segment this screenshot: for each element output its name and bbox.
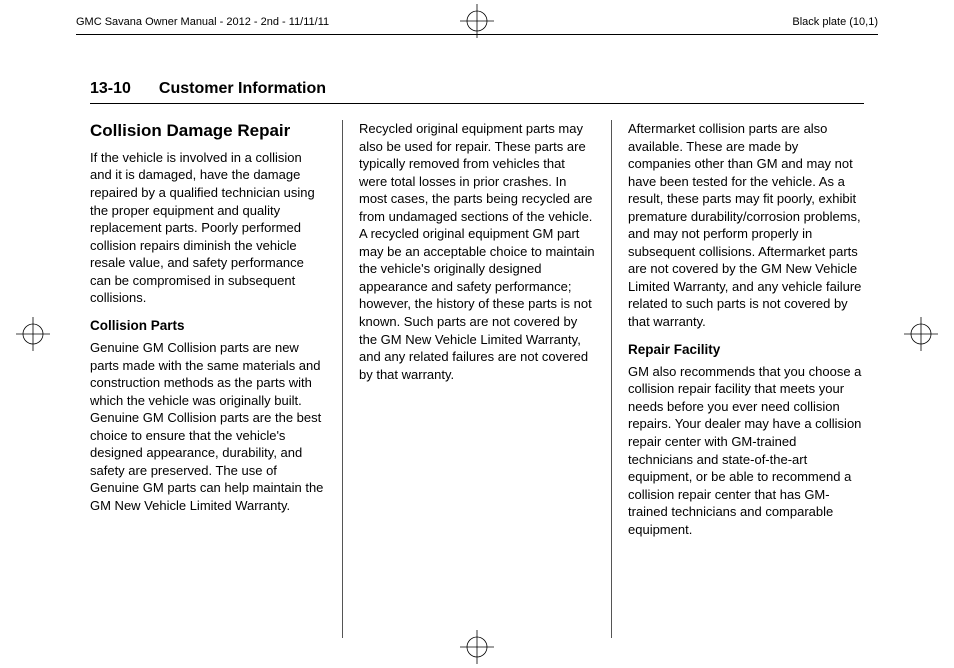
column-1: Collision Damage Repair If the vehicle i…	[90, 120, 343, 638]
print-header-left: GMC Savana Owner Manual - 2012 - 2nd - 1…	[76, 16, 329, 28]
print-header-right: Black plate (10,1)	[792, 16, 878, 28]
column-3: Aftermarket collision parts are also ava…	[612, 120, 864, 638]
content-columns: Collision Damage Repair If the vehicle i…	[90, 120, 864, 638]
body-text: Aftermarket collision parts are also ava…	[628, 120, 864, 331]
crop-mark-right	[904, 317, 938, 351]
heading-collision-damage-repair: Collision Damage Repair	[90, 120, 326, 143]
body-text: GM also recommends that you choose a col…	[628, 363, 864, 538]
crop-mark-top	[460, 4, 494, 38]
heading-repair-facility: Repair Facility	[628, 341, 864, 359]
body-text: Genuine GM Collision parts are new parts…	[90, 339, 326, 514]
heading-collision-parts: Collision Parts	[90, 317, 326, 335]
section-header: 13-10 Customer Information	[90, 80, 864, 104]
crop-mark-left	[16, 317, 50, 351]
section-title: Customer Information	[159, 80, 326, 97]
body-text: If the vehicle is involved in a collisio…	[90, 149, 326, 307]
header-rule	[76, 34, 878, 35]
section-number: 13-10	[90, 80, 131, 98]
body-text: Recycled original equipment parts may al…	[359, 120, 595, 383]
column-2: Recycled original equipment parts may al…	[343, 120, 612, 638]
